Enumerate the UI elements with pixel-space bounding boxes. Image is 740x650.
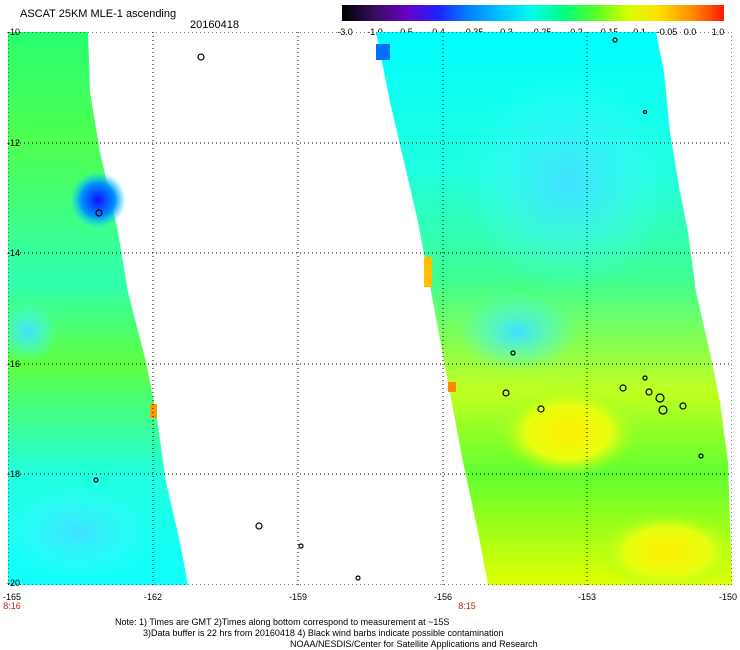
island-icon bbox=[698, 453, 704, 459]
island-icon bbox=[612, 37, 618, 43]
island-icon bbox=[645, 388, 653, 396]
colorbar-gradient bbox=[342, 5, 724, 21]
right-orange-cell bbox=[448, 382, 456, 392]
lat-label: -18 bbox=[7, 469, 21, 479]
right-yellow-anomaly bbox=[498, 387, 638, 477]
colorbar-label: -0.05 bbox=[656, 27, 678, 37]
island-icon bbox=[642, 109, 648, 115]
island-icon bbox=[298, 543, 304, 549]
lon-label: -162 bbox=[143, 592, 163, 602]
right-cyan-anomaly bbox=[458, 292, 578, 372]
island-icon bbox=[95, 209, 103, 217]
island-icon bbox=[537, 405, 545, 413]
island-icon bbox=[93, 477, 99, 483]
lat-label: -12 bbox=[7, 138, 21, 148]
island-icon bbox=[658, 405, 668, 415]
colorbar bbox=[342, 5, 724, 21]
note-line-1: Note: 1) Times are GMT 2)Times along bot… bbox=[115, 617, 450, 627]
note-line-2: 3)Data buffer is 22 hrs from 20160418 4)… bbox=[143, 628, 504, 638]
lon-label: -150 bbox=[718, 592, 738, 602]
left-swath bbox=[8, 32, 188, 585]
map-plot bbox=[8, 32, 732, 585]
colorbar-label: 0.0 bbox=[683, 27, 697, 37]
island-icon bbox=[355, 575, 361, 581]
lon-label: -153 bbox=[577, 592, 597, 602]
right-cyan-anomaly bbox=[458, 72, 678, 292]
lat-label: -14 bbox=[7, 248, 21, 258]
island-icon bbox=[255, 522, 263, 530]
island-icon bbox=[655, 393, 665, 403]
right-orange-cell bbox=[424, 257, 432, 287]
lat-label: -10 bbox=[7, 27, 21, 37]
island-outlines bbox=[93, 37, 704, 581]
colorbar-label: 1.0 bbox=[711, 27, 725, 37]
time-label: 8:15 bbox=[458, 601, 476, 611]
island-icon bbox=[679, 402, 687, 410]
island-icon bbox=[510, 350, 516, 356]
island-icon bbox=[197, 53, 205, 61]
right-yellow-anomaly bbox=[598, 512, 732, 585]
lat-label: -20 bbox=[7, 578, 21, 588]
island-icon bbox=[642, 375, 648, 381]
left-orange-cell bbox=[150, 404, 157, 418]
colorbar-label: -1.0 bbox=[367, 27, 383, 37]
time-label: 8:16 bbox=[3, 601, 21, 611]
map-date: 20160418 bbox=[190, 19, 239, 31]
lon-label: -165 bbox=[2, 592, 22, 602]
map-title: ASCAT 25KM MLE-1 ascending bbox=[20, 8, 177, 20]
island-icon bbox=[619, 384, 627, 392]
left-cyan-anomaly bbox=[8, 482, 158, 582]
right-blue-cell bbox=[376, 44, 390, 60]
lat-label: -16 bbox=[7, 359, 21, 369]
lon-label: -156 bbox=[433, 592, 453, 602]
left-blue-anomaly bbox=[70, 172, 126, 228]
left-cyan-anomaly bbox=[8, 302, 58, 362]
graticule bbox=[8, 32, 732, 585]
note-line-3: NOAA/NESDIS/Center for Satellite Applica… bbox=[290, 639, 538, 649]
lon-label: -159 bbox=[288, 592, 308, 602]
island-icon bbox=[502, 389, 510, 397]
